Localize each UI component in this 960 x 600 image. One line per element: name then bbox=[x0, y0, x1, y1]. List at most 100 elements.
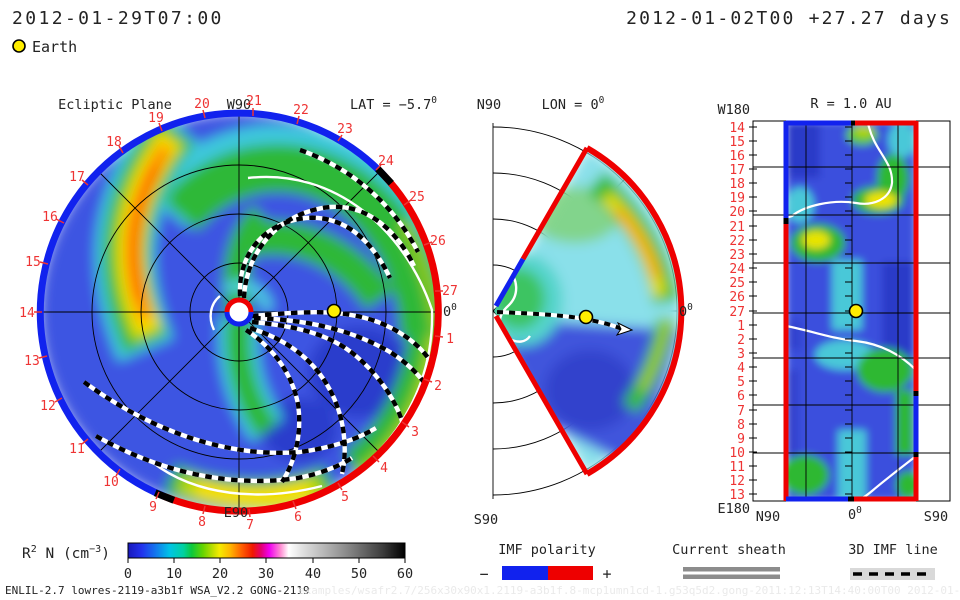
earth-legend-icon bbox=[12, 39, 26, 53]
sun-marker bbox=[224, 297, 254, 327]
sheath-bar-bottom bbox=[683, 574, 780, 579]
day-label: 9 bbox=[149, 500, 157, 515]
ecliptic-e90-label: E90 bbox=[224, 505, 248, 521]
day-label: 11 bbox=[69, 442, 85, 457]
footer: ENLIL-2.7 lowres-2119-a3b1f WSA_V2.2 GON… bbox=[5, 584, 960, 597]
day-label: 8 bbox=[737, 418, 745, 433]
aumap-panel: R = 1.0 AU W180 E180 N90 00 S90 14 15 16… bbox=[717, 96, 951, 525]
tick-label: 0 bbox=[124, 566, 132, 582]
current-sheath-legend: Current sheath bbox=[672, 542, 786, 579]
day-label: 17 bbox=[729, 163, 745, 178]
aumap-density-field bbox=[786, 121, 916, 501]
imf-arrowhead bbox=[615, 321, 634, 336]
day-label: 14 bbox=[729, 121, 745, 136]
day-label: 18 bbox=[729, 177, 745, 192]
current-sheath-label: Current sheath bbox=[672, 542, 786, 558]
day-label: 10 bbox=[103, 475, 119, 490]
day-tick-marks bbox=[34, 108, 444, 518]
imf-polarity-legend: IMF polarity − + bbox=[479, 542, 611, 583]
day-label: 19 bbox=[729, 191, 745, 206]
tick-label: 20 bbox=[212, 566, 228, 582]
tick-label: 30 bbox=[258, 566, 274, 582]
lon-degree-sup: 0 bbox=[599, 95, 605, 106]
day-label: 22 bbox=[729, 234, 745, 249]
ecliptic-panel: Ecliptic Plane W90 LAT = −5.70 E90 00 1 … bbox=[19, 94, 458, 533]
polarity-positive-arc bbox=[163, 173, 442, 515]
day-label: 7 bbox=[246, 518, 254, 533]
tick-label: 60 bbox=[397, 566, 413, 582]
day-label: 6 bbox=[737, 389, 745, 404]
ecliptic-day-labels: 1 2 3 4 5 6 7 8 9 10 11 12 13 14 15 16 1… bbox=[19, 94, 458, 533]
day-label: 19 bbox=[148, 111, 164, 126]
zero-value: 0 bbox=[679, 304, 687, 320]
lon-value: LON = 0 bbox=[542, 97, 599, 113]
day-label: 12 bbox=[729, 474, 745, 489]
lat-value: LAT = −5.7 bbox=[350, 97, 431, 113]
meridian-boundary bbox=[493, 145, 685, 477]
meridional-panel: N90 LON = 00 S90 00 bbox=[474, 95, 693, 528]
day-label: 6 bbox=[294, 510, 302, 525]
aumap-title: R = 1.0 AU bbox=[810, 96, 891, 112]
day-label: 24 bbox=[378, 154, 394, 169]
colorbar-label-close: ) bbox=[101, 546, 110, 562]
imf-line-legend: 3D IMF line bbox=[848, 542, 938, 580]
colorbar-tick-labels: 0 10 20 30 40 50 60 bbox=[124, 566, 413, 582]
zero-degree-sup: 0 bbox=[687, 302, 693, 313]
day-label: 22 bbox=[293, 103, 309, 118]
day-label: 21 bbox=[729, 220, 745, 235]
day-label: 9 bbox=[737, 432, 745, 447]
day-label: 15 bbox=[729, 135, 745, 150]
day-label: 3 bbox=[737, 347, 745, 362]
colorbar: R2 N (cm−3) 0 10 20 30 40 50 60 bbox=[22, 542, 413, 582]
watermark-text: examples/wsafr2.7/256x30x90x1.2119-a3b1f… bbox=[298, 584, 960, 597]
zero-value: 0 bbox=[443, 304, 451, 320]
day-label: 4 bbox=[380, 461, 388, 476]
day-label: 15 bbox=[25, 255, 41, 270]
day-label: 13 bbox=[729, 488, 745, 503]
imf-negative-swatch bbox=[502, 566, 548, 580]
day-label: 1 bbox=[446, 332, 454, 347]
lat-degree-sup: 0 bbox=[431, 95, 437, 106]
day-label: 26 bbox=[430, 234, 446, 249]
day-label: 13 bbox=[24, 354, 40, 369]
day-label: 1 bbox=[737, 319, 745, 334]
day-label: 4 bbox=[737, 361, 745, 376]
ecliptic-w90-label: W90 bbox=[227, 97, 251, 113]
earth-marker-ecliptic bbox=[326, 303, 342, 319]
day-label: 14 bbox=[19, 306, 35, 321]
colorbar-label-sup2: 2 bbox=[31, 544, 37, 555]
tick-label: 40 bbox=[305, 566, 321, 582]
aumap-s90-label: S90 bbox=[924, 509, 948, 525]
day-label: 11 bbox=[729, 460, 745, 475]
day-label: 12 bbox=[40, 399, 56, 414]
tick-label: 10 bbox=[166, 566, 182, 582]
aumap-n90-label: N90 bbox=[756, 509, 780, 525]
day-label: 27 bbox=[729, 305, 745, 320]
day-label: 7 bbox=[737, 404, 745, 419]
colorbar-label-supm3: −3 bbox=[89, 544, 101, 555]
ecliptic-zero-label: 00 bbox=[443, 302, 457, 320]
day-label: 5 bbox=[341, 490, 349, 505]
day-label: 24 bbox=[729, 262, 745, 277]
day-label: 2 bbox=[737, 333, 745, 348]
day-label: 20 bbox=[729, 205, 745, 220]
day-label: 18 bbox=[106, 135, 122, 150]
day-label: 25 bbox=[409, 190, 425, 205]
day-label: 26 bbox=[729, 290, 745, 305]
imf-plus-sign: + bbox=[602, 565, 611, 583]
colorbar-label-r: R bbox=[22, 546, 31, 562]
aumap-e180-label: E180 bbox=[717, 501, 750, 517]
day-label: 21 bbox=[246, 94, 262, 109]
colorbar-ticks bbox=[127, 558, 406, 563]
meridian-lon-label: LON = 00 bbox=[542, 95, 605, 113]
earth-marker-aumap bbox=[848, 303, 864, 319]
zero-degree-sup: 0 bbox=[856, 505, 862, 516]
imf-polarity-label: IMF polarity bbox=[498, 542, 596, 558]
earth-legend-label: Earth bbox=[32, 38, 77, 56]
meridian-n90-label: N90 bbox=[477, 97, 501, 113]
imf-positive-swatch bbox=[548, 566, 593, 580]
day-label: 17 bbox=[69, 170, 85, 185]
earth-marker-meridian bbox=[578, 309, 594, 325]
